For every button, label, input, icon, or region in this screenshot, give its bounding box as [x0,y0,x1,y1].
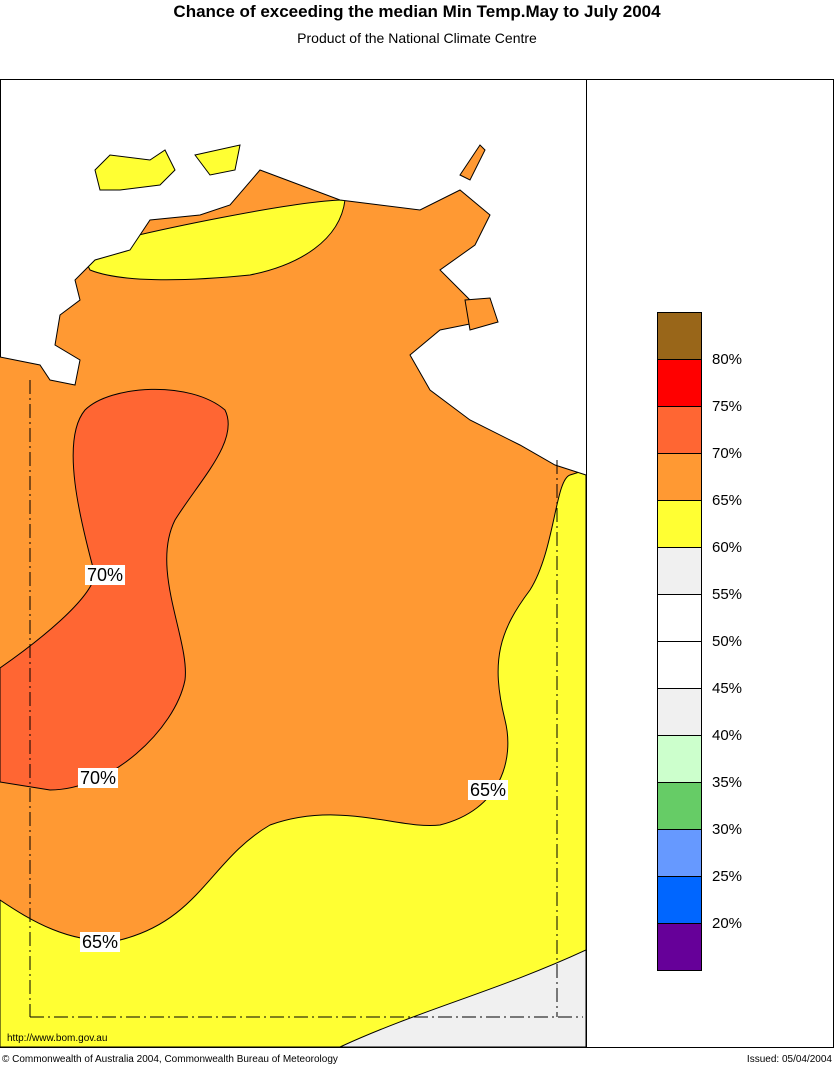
legend-swatch [657,688,702,736]
legend-label: 30% [712,821,742,838]
boundary-lines [29,380,583,1018]
title: Chance of exceeding the median Min Temp.… [173,2,661,21]
legend-swatch [657,641,702,689]
contour-label: 65% [470,780,506,800]
legend-label: 60% [712,539,742,556]
contour-label-bg [77,768,119,788]
legend-label: 20% [712,915,742,932]
contour-label-bg [79,932,121,952]
legend-label: 80% [712,351,742,368]
legend-swatch [657,782,702,830]
map: http://www.bom.gov.au [0,79,587,1048]
copyright: © Commonwealth of Australia 2004, Common… [2,1054,338,1065]
legend-label: 40% [712,727,742,744]
legend-frame [586,79,834,1048]
legend-swatch [657,594,702,642]
legend-label: 70% [712,445,742,462]
legend-swatch [657,547,702,595]
subtitle: Product of the National Climate Centre [297,30,537,46]
legend-swatch [657,453,702,501]
legend-swatch [657,500,702,548]
legend-label: 65% [712,492,742,509]
island [459,144,486,181]
legend-label: 45% [712,680,742,697]
coastline [0,169,587,476]
legend-label: 50% [712,633,742,650]
island [94,149,176,191]
contour-label-bg [467,780,509,800]
contour-label-bg [84,565,126,585]
contour-label: 65% [82,932,118,952]
island [464,297,499,331]
legend-swatch [657,406,702,454]
legend-swatch [657,312,702,360]
legend: 80% 75% 70% 65% 60% 55% 50% 45% 40% 35% 30% 25% 20% [657,312,742,971]
legend-swatch [657,923,702,971]
legend-label: 25% [712,868,742,885]
contour-label: 70% [80,768,116,788]
contour-labels: 70% 70% 65% 65% [77,565,509,952]
contour-label: 70% [87,565,123,585]
island [194,144,241,176]
legend-label: 75% [712,398,742,415]
issued: Issued: 05/04/2004 [747,1054,833,1065]
legend-swatch [657,829,702,877]
legend-label: 35% [712,774,742,791]
legend-swatch [657,876,702,924]
legend-swatch [657,359,702,407]
legend-label: 55% [712,586,742,603]
url: http://www.bom.gov.au [7,1033,107,1044]
legend-swatch [657,735,702,783]
